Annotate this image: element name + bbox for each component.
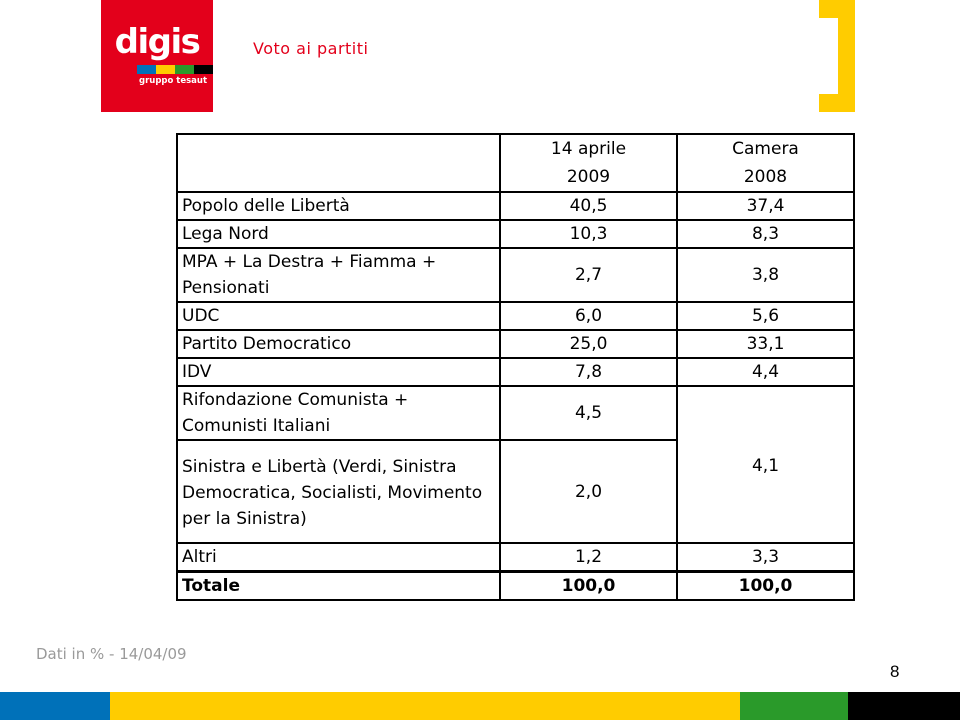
value-2008: 5,6 bbox=[676, 301, 855, 331]
value-2009: 10,3 bbox=[499, 219, 678, 249]
table-row: MPA + La Destra + Fiamma + Pensionati 2,… bbox=[176, 247, 855, 303]
logo-wordmark: digis bbox=[114, 22, 201, 62]
table-total-row: Totale 100,0 100,0 bbox=[176, 570, 855, 601]
party-name: Partito Democratico bbox=[176, 329, 501, 359]
table-header-row: 14 aprile 2009 Camera 2008 bbox=[176, 133, 855, 193]
table-row: Lega Nord 10,3 8,3 bbox=[176, 219, 855, 249]
party-name: Sinistra e Libertà (Verdi, Sinistra Demo… bbox=[176, 439, 501, 544]
table-row: Sinistra e Libertà (Verdi, Sinistra Demo… bbox=[176, 439, 854, 544]
logo-tagline: gruppo tesaut bbox=[139, 76, 208, 86]
party-name: UDC bbox=[176, 301, 501, 331]
table-row: UDC 6,0 5,6 bbox=[176, 301, 855, 331]
value-2008-merged: 4,1 bbox=[676, 385, 855, 544]
value-2009: 2,7 bbox=[499, 247, 678, 303]
party-name: MPA + La Destra + Fiamma + Pensionati bbox=[176, 247, 501, 303]
table-row: Partito Democratico 25,0 33,1 bbox=[176, 329, 855, 359]
total-2008: 100,0 bbox=[676, 570, 855, 601]
page-number: 8 bbox=[890, 662, 900, 681]
table-row: IDV 7,8 4,4 bbox=[176, 357, 855, 387]
value-2008: 8,3 bbox=[676, 219, 855, 249]
value-2009: 40,5 bbox=[499, 191, 678, 221]
value-2008: 3,3 bbox=[676, 542, 855, 573]
header-2009: 14 aprile 2009 bbox=[499, 133, 678, 193]
yellow-bracket-decoration bbox=[819, 0, 855, 112]
header-2008: Camera 2008 bbox=[676, 133, 855, 193]
value-2009: 7,8 bbox=[499, 357, 678, 387]
table-row: Altri 1,2 3,3 bbox=[176, 542, 855, 573]
value-2008: 37,4 bbox=[676, 191, 855, 221]
bottom-color-bar bbox=[0, 692, 960, 720]
party-name: Lega Nord bbox=[176, 219, 501, 249]
value-2008: 4,4 bbox=[676, 357, 855, 387]
party-name: Rifondazione Comunista + Comunisti Itali… bbox=[176, 385, 501, 441]
digis-logo: digis gruppo tesaut bbox=[101, 0, 213, 112]
party-vote-table: 14 aprile 2009 Camera 2008 Popolo delle … bbox=[176, 133, 855, 601]
value-2008: 3,8 bbox=[676, 247, 855, 303]
party-name: IDV bbox=[176, 357, 501, 387]
total-label: Totale bbox=[176, 570, 501, 601]
logo-color-stripes bbox=[137, 65, 213, 74]
source-footnote: Dati in % - 14/04/09 bbox=[36, 645, 187, 663]
table-row: Popolo delle Libertà 40,5 37,4 bbox=[176, 191, 855, 221]
header-empty-cell bbox=[176, 133, 501, 193]
value-2009: 25,0 bbox=[499, 329, 678, 359]
party-name: Popolo delle Libertà bbox=[176, 191, 501, 221]
value-2009: 4,5 bbox=[499, 385, 678, 441]
total-2009: 100,0 bbox=[499, 570, 678, 601]
value-2008: 33,1 bbox=[676, 329, 855, 359]
slide-title: Voto ai partiti bbox=[253, 39, 369, 58]
party-name: Altri bbox=[176, 542, 501, 573]
value-2009: 6,0 bbox=[499, 301, 678, 331]
value-2009: 2,0 bbox=[499, 439, 678, 544]
table-row: Rifondazione Comunista + Comunisti Itali… bbox=[176, 385, 855, 544]
value-2009: 1,2 bbox=[499, 542, 678, 573]
